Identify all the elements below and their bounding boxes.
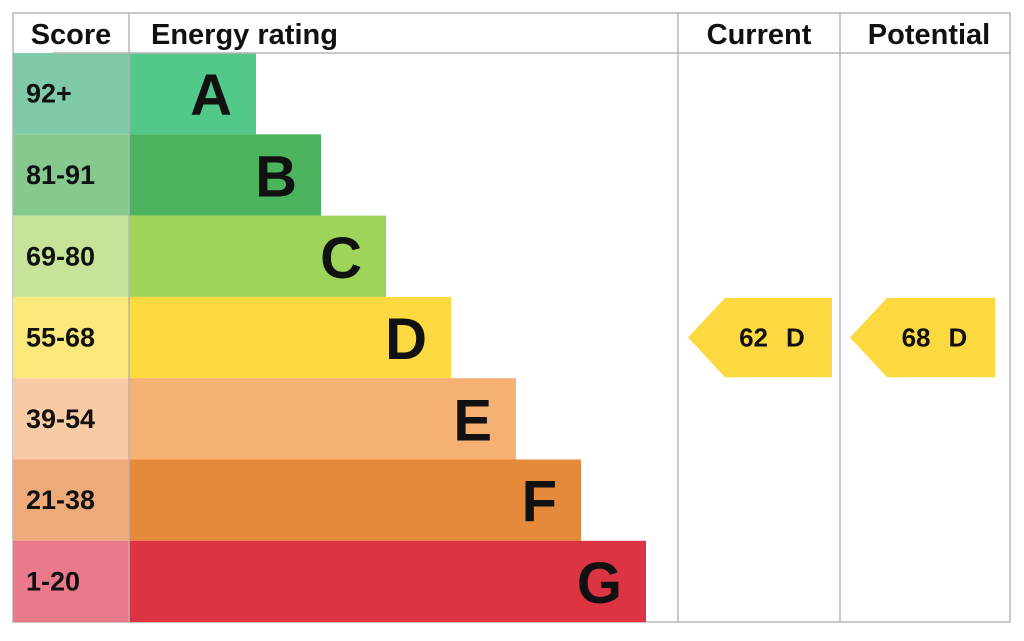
score-label: 92+ bbox=[26, 79, 72, 109]
band-letter: D bbox=[385, 307, 427, 372]
potential-header: Potential bbox=[868, 19, 990, 51]
band-letter: G bbox=[577, 551, 622, 616]
score-cell bbox=[13, 296, 129, 379]
score-label: 1-20 bbox=[26, 566, 80, 596]
rating-bar bbox=[129, 378, 516, 460]
score-cell bbox=[13, 540, 129, 623]
current-value: 62 bbox=[739, 323, 768, 353]
score-label: 39-54 bbox=[26, 404, 95, 434]
score-cell bbox=[13, 134, 129, 216]
potential-value: 68 bbox=[902, 323, 931, 353]
rating-bar bbox=[129, 540, 646, 623]
current-letter: D bbox=[786, 323, 805, 353]
current-header: Current bbox=[707, 19, 812, 51]
score-cell bbox=[13, 53, 129, 135]
rating-bar bbox=[129, 53, 256, 135]
band-letter: A bbox=[190, 63, 232, 128]
score-cell bbox=[13, 459, 129, 541]
score-label: 69-80 bbox=[26, 241, 95, 271]
score-cell bbox=[13, 215, 129, 297]
rating-bar bbox=[129, 134, 321, 216]
band-letter: E bbox=[453, 388, 492, 453]
potential-arrow bbox=[850, 297, 995, 378]
score-label: 21-38 bbox=[26, 485, 95, 515]
rating-bar bbox=[129, 215, 386, 297]
score-label: 81-91 bbox=[26, 160, 95, 190]
band-letter: C bbox=[320, 226, 362, 291]
score-label: 55-68 bbox=[26, 323, 95, 353]
score-cell bbox=[13, 378, 129, 460]
rating-header: Energy rating bbox=[151, 19, 338, 51]
rating-bar bbox=[129, 459, 581, 541]
potential-letter: D bbox=[949, 323, 968, 353]
band-letter: B bbox=[255, 144, 297, 209]
current-arrow bbox=[688, 297, 832, 378]
rating-bar bbox=[129, 296, 451, 379]
band-letter: F bbox=[522, 470, 557, 535]
score-header: Score bbox=[31, 19, 112, 51]
